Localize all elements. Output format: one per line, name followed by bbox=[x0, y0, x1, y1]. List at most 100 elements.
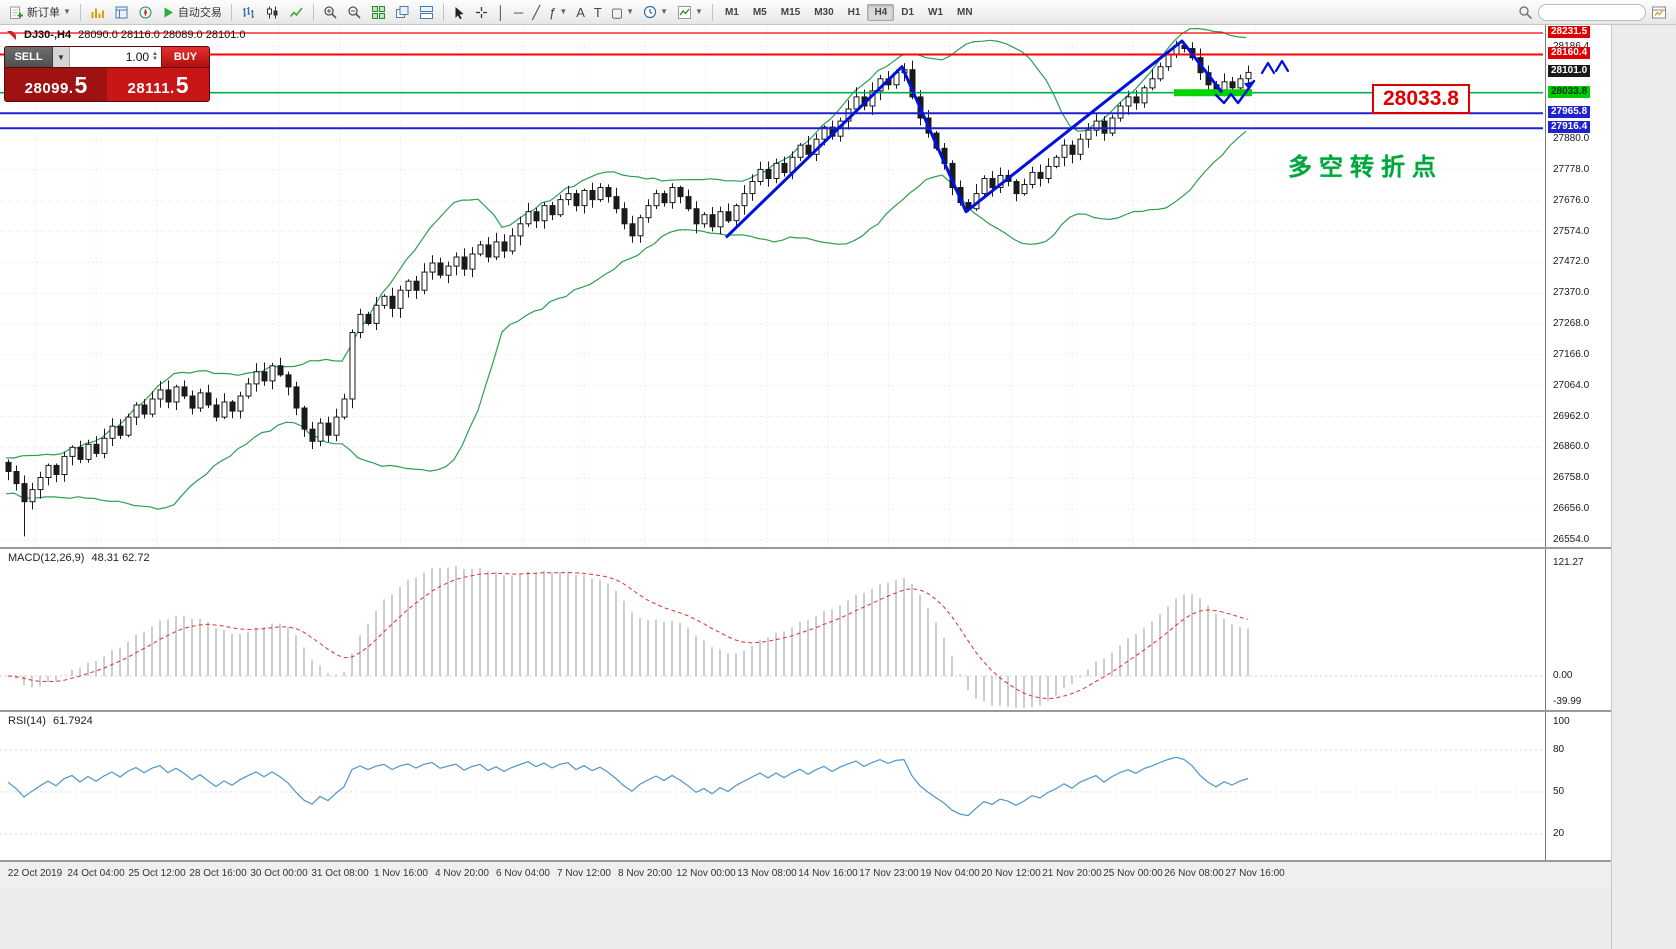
crosshair-button[interactable] bbox=[471, 2, 492, 23]
timeframe-h4[interactable]: H4 bbox=[867, 3, 895, 21]
time-axis-label: 26 Nov 08:00 bbox=[1164, 868, 1224, 879]
vertical-line-icon: │ bbox=[496, 4, 506, 20]
time-axis-label: 31 Oct 08:00 bbox=[311, 868, 369, 879]
time-axis-label: 8 Nov 20:00 bbox=[618, 868, 672, 879]
fibonacci-icon: ƒ bbox=[549, 4, 557, 20]
chart-window-icon[interactable] bbox=[1651, 5, 1667, 20]
trendline-button[interactable]: ╱ bbox=[528, 2, 544, 23]
auto-trading-play-icon bbox=[164, 7, 173, 17]
axis-label: 27268.0 bbox=[1553, 318, 1590, 330]
trade-options-caret[interactable]: ▼ bbox=[53, 47, 70, 67]
arrange-windows-button[interactable] bbox=[415, 2, 438, 23]
timeframe-m1[interactable]: M1 bbox=[718, 4, 746, 21]
bollinger-bands bbox=[5, 27, 1247, 510]
auto-trading-button[interactable]: 自动交易 bbox=[158, 2, 226, 23]
axis-label: 100 bbox=[1553, 716, 1570, 727]
one-click-trading-panel: SELL ▼ 1.00 ▲ ▼ BUY 28099. 5 28111. 5 bbox=[4, 46, 210, 102]
volume-input[interactable]: 1.00 ▲ ▼ bbox=[70, 47, 161, 67]
volume-value: 1.00 bbox=[125, 50, 150, 64]
search-input[interactable] bbox=[1538, 3, 1646, 21]
text-button[interactable]: A bbox=[572, 2, 589, 23]
navigator-button[interactable] bbox=[134, 2, 157, 23]
periods-clock-button[interactable]: ▼ bbox=[639, 2, 672, 23]
time-axis-label: 1 Nov 16:00 bbox=[374, 868, 428, 879]
support-highlight-bar bbox=[1174, 89, 1252, 97]
data-window-icon bbox=[115, 6, 128, 18]
axis-label: 20 bbox=[1553, 828, 1565, 839]
trend-lines[interactable] bbox=[724, 39, 1290, 239]
search-icon[interactable] bbox=[1518, 5, 1533, 20]
new-order-button[interactable]: 新订单 ▼ bbox=[5, 2, 75, 23]
horizontal-lines[interactable] bbox=[0, 32, 1543, 130]
axis-label: 28101.0 bbox=[1548, 65, 1591, 78]
zoom-out-button[interactable] bbox=[343, 2, 366, 23]
chart-ohlc-values: 28090.0 28116.0 28089.0 28101.0 bbox=[78, 29, 246, 41]
macd-canvas[interactable] bbox=[0, 549, 1545, 710]
chevron-down-icon: ▼ bbox=[626, 7, 635, 16]
timeframe-d1[interactable]: D1 bbox=[894, 4, 921, 21]
price-chart-canvas[interactable] bbox=[0, 25, 1545, 547]
chart-bars-button[interactable] bbox=[237, 2, 260, 23]
timeframe-m5[interactable]: M5 bbox=[746, 4, 774, 21]
axis-label: -39.99 bbox=[1553, 696, 1582, 707]
label-button[interactable]: T bbox=[590, 2, 606, 23]
trendline-icon: ╱ bbox=[532, 4, 541, 20]
bar-chart-icon bbox=[242, 6, 254, 18]
rsi-canvas[interactable] bbox=[0, 712, 1545, 860]
axis-label: 26554.0 bbox=[1553, 533, 1590, 545]
buy-button[interactable]: BUY bbox=[161, 47, 209, 67]
buy-price-pip: 5 bbox=[175, 72, 189, 98]
timeframe-m15[interactable]: M15 bbox=[774, 4, 807, 21]
clock-icon bbox=[643, 5, 657, 19]
horizontal-line-icon: ─ bbox=[514, 4, 524, 20]
axis-label: 27472.0 bbox=[1553, 256, 1590, 268]
timeframe-mn[interactable]: MN bbox=[950, 4, 980, 21]
vertical-line-button[interactable]: │ bbox=[493, 2, 509, 23]
candlestick-chart-icon bbox=[266, 6, 278, 18]
indicators-button[interactable]: ▼ bbox=[673, 2, 707, 23]
sell-price[interactable]: 28099. 5 bbox=[5, 68, 107, 101]
chart-line-button[interactable] bbox=[285, 2, 308, 23]
sell-price-main: 28099. bbox=[24, 80, 74, 97]
timeframe-w1[interactable]: W1 bbox=[921, 4, 950, 21]
horizontal-line-button[interactable]: ─ bbox=[510, 2, 527, 23]
toolbar: 新订单 ▼ 自动交易 │ ─ ╱ bbox=[0, 0, 1676, 25]
axis-label: 27880.0 bbox=[1553, 133, 1590, 145]
zoom-out-icon bbox=[348, 5, 361, 19]
shapes-button[interactable]: ▢ ▼ bbox=[607, 2, 638, 23]
timeframe-h1[interactable]: H1 bbox=[841, 4, 868, 21]
buy-price-main: 28111. bbox=[127, 80, 175, 97]
price-axis[interactable]: 28186.4 27880.0 27778.0 27676.0 27574.0 27472… bbox=[1545, 25, 1611, 547]
rsi-axis[interactable]: 100 80 50 20 bbox=[1545, 712, 1611, 860]
volume-spinner[interactable]: ▲ ▼ bbox=[152, 51, 158, 62]
macd-axis[interactable]: 121.27 0.00 -39.99 bbox=[1545, 549, 1611, 710]
chart-candles-button[interactable] bbox=[261, 2, 284, 23]
axis-label: 28231.5 bbox=[1548, 26, 1591, 38]
time-axis-label: 4 Nov 20:00 bbox=[435, 868, 489, 879]
cursor-button[interactable] bbox=[449, 2, 470, 23]
arrange-windows-icon bbox=[419, 5, 433, 19]
auto-trading-label: 自动交易 bbox=[177, 7, 222, 19]
fibonacci-button[interactable]: ƒ ▼ bbox=[545, 2, 571, 23]
buy-price[interactable]: 28111. 5 bbox=[107, 68, 209, 101]
axis-label: 27916.4 bbox=[1548, 121, 1591, 134]
time-axis-label: 19 Nov 04:00 bbox=[920, 868, 980, 879]
zoom-in-button[interactable] bbox=[319, 2, 342, 23]
data-window-button[interactable] bbox=[110, 2, 133, 23]
market-watch-button[interactable] bbox=[86, 2, 109, 23]
tile-windows-button[interactable] bbox=[367, 2, 390, 23]
sell-button[interactable]: SELL bbox=[5, 47, 53, 67]
panel-splitter[interactable] bbox=[0, 547, 1611, 549]
time-axis-label: 20 Nov 12:00 bbox=[981, 868, 1041, 879]
cascade-windows-button[interactable] bbox=[391, 2, 414, 23]
panel-splitter[interactable] bbox=[0, 860, 1611, 862]
time-axis-label: 27 Nov 16:00 bbox=[1225, 868, 1285, 879]
rsi-line bbox=[7, 756, 1249, 817]
navigator-compass-icon bbox=[139, 6, 152, 18]
time-axis[interactable]: 22 Oct 2019 24 Oct 04:00 25 Oct 12:00 28 Oc… bbox=[0, 862, 1611, 888]
macd-current-values: 48.31 62.72 bbox=[91, 552, 150, 564]
cascade-windows-icon bbox=[395, 5, 409, 18]
axis-label: 26758.0 bbox=[1553, 472, 1590, 484]
panel-splitter[interactable] bbox=[0, 710, 1611, 712]
timeframe-m30[interactable]: M30 bbox=[807, 4, 840, 21]
